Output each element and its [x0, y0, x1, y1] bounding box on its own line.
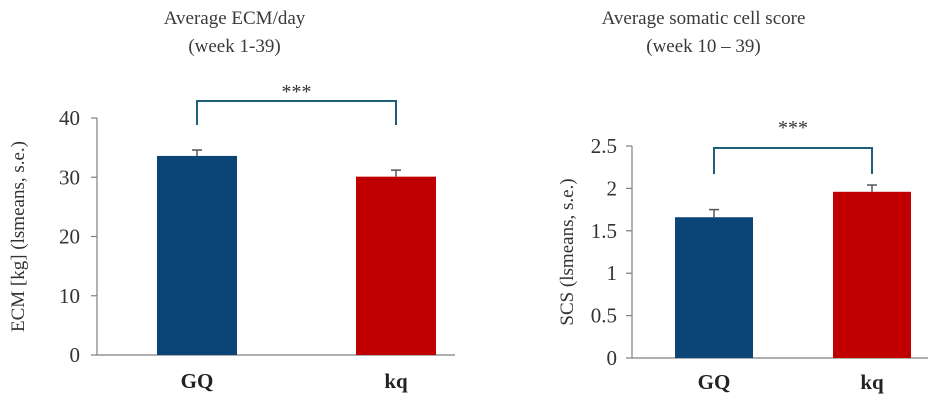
- chart-subtitle: (week 1-39): [188, 36, 281, 57]
- y-tick-label: 2: [607, 176, 618, 200]
- bar-gq: [157, 155, 237, 355]
- y-axis-label: ECM [kg] (lsmeans, s.e.): [8, 141, 29, 332]
- y-tick-label: 40: [59, 106, 80, 130]
- y-tick-label: 0: [70, 343, 81, 367]
- bar-gq: [675, 217, 753, 358]
- significance-stars: ***: [282, 81, 312, 103]
- category-label: kq: [860, 370, 884, 394]
- y-tick-label: 1: [607, 261, 618, 285]
- y-tick-label: 20: [59, 225, 80, 249]
- y-axis-label: SCS (lsmeans, s.e.): [557, 178, 578, 325]
- chart-title: Average ECM/day: [163, 8, 306, 29]
- scs-chart-plot: 0 0.5 1 1.5 2 2.5 SCS (lsmeans, s.e.) GQ kq ***: [557, 117, 928, 394]
- y-tick-label: 2.5: [591, 134, 617, 158]
- scs-chart: Average somatic cell score (week 10 – 39…: [469, 0, 938, 403]
- category-label: GQ: [181, 369, 214, 393]
- y-tick-label: 30: [59, 165, 80, 189]
- significance-stars: ***: [778, 117, 808, 139]
- bar-kq: [833, 191, 911, 358]
- y-tick-label: 1.5: [591, 219, 617, 243]
- bar-kq: [356, 176, 436, 355]
- significance-bracket: [713, 147, 873, 174]
- y-tick-label: 10: [59, 284, 80, 308]
- y-tick-label: 0: [607, 346, 618, 370]
- category-label: GQ: [698, 370, 731, 394]
- significance-bracket: [196, 100, 397, 125]
- chart-title: Average somatic cell score: [601, 8, 806, 29]
- chart-subtitle: (week 10 – 39): [646, 36, 761, 57]
- ecm-chart: Average ECM/day (week 1-39) 0 10 20 30 40 ECM…: [8, 8, 455, 393]
- y-tick-label: 0.5: [591, 304, 617, 328]
- category-label: kq: [384, 369, 408, 393]
- ecm-chart-plot: 0 10 20 30 40 ECM [kg] (lsmeans, s.e.) GQ kq ***: [8, 81, 455, 393]
